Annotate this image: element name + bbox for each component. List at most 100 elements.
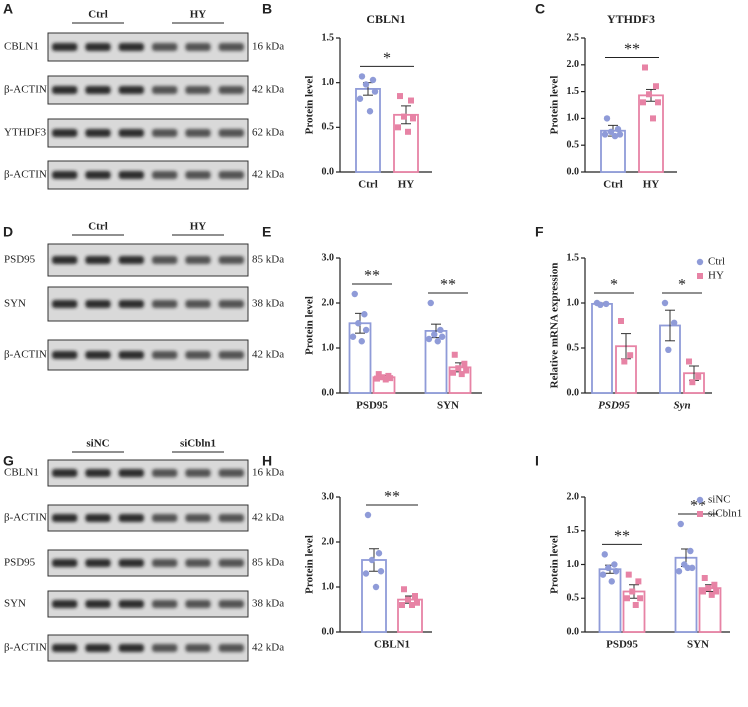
y-tick-label: 0.5 bbox=[567, 139, 580, 150]
row-size: 42 kDa bbox=[252, 349, 284, 361]
data-point bbox=[603, 115, 611, 122]
data-point bbox=[401, 113, 407, 120]
y-tick-label: 0.5 bbox=[567, 342, 580, 353]
blot-band bbox=[152, 256, 178, 264]
data-point bbox=[358, 73, 366, 80]
y-tick-label: 0.5 bbox=[322, 122, 335, 133]
significance-label: * bbox=[678, 277, 686, 294]
y-tick-label: 1.5 bbox=[567, 86, 580, 97]
blot-box bbox=[47, 118, 249, 148]
y-axis-label: Protein level bbox=[549, 535, 561, 594]
x-tick-label: PSD95 bbox=[356, 400, 388, 412]
blot-band bbox=[185, 300, 211, 308]
data-point bbox=[616, 131, 624, 138]
data-point bbox=[361, 311, 368, 318]
blot-band bbox=[52, 559, 78, 567]
data-point bbox=[640, 99, 646, 106]
panel-letter: D bbox=[3, 224, 13, 240]
y-tick-label: 1.0 bbox=[567, 113, 580, 124]
blot-band bbox=[85, 351, 111, 359]
blot-band bbox=[118, 171, 144, 179]
y-tick-label: 1.0 bbox=[322, 581, 335, 592]
blot-band bbox=[185, 171, 211, 179]
blot-band bbox=[218, 171, 244, 179]
data-point bbox=[382, 376, 389, 383]
y-tick-label: 0.0 bbox=[322, 166, 335, 177]
error-bar bbox=[665, 309, 675, 342]
row-label: CBLN1 bbox=[4, 41, 39, 53]
blot-band bbox=[218, 86, 244, 94]
y-tick-label: 0.0 bbox=[567, 166, 580, 177]
x-tick-label: HY bbox=[398, 179, 415, 191]
y-tick-label: 1.0 bbox=[322, 77, 335, 88]
blot-band bbox=[85, 469, 111, 477]
blot-band bbox=[152, 129, 178, 137]
y-axis-label: Protein level bbox=[549, 76, 561, 135]
data-point bbox=[362, 570, 370, 577]
chart-title: CBLN1 bbox=[366, 12, 405, 26]
data-point bbox=[661, 299, 669, 307]
row-label: SYN bbox=[4, 298, 26, 310]
blot-band bbox=[118, 469, 144, 477]
data-point bbox=[655, 99, 661, 106]
data-point bbox=[414, 599, 420, 606]
blot-band bbox=[185, 469, 211, 477]
blot-box bbox=[47, 243, 249, 277]
data-point bbox=[455, 365, 462, 372]
legend-marker bbox=[697, 273, 703, 279]
group-label: HY bbox=[190, 221, 207, 233]
y-axis-label: Protein level bbox=[304, 296, 316, 355]
blot-band bbox=[85, 559, 111, 567]
blot-band bbox=[152, 644, 178, 652]
x-tick-label: PSD95 bbox=[598, 400, 630, 412]
bar bbox=[598, 568, 622, 633]
blot-box bbox=[47, 504, 249, 532]
data-point bbox=[607, 128, 615, 135]
legend-label: Ctrl bbox=[708, 256, 725, 268]
blot-band bbox=[52, 171, 78, 179]
data-point bbox=[437, 326, 444, 334]
data-point bbox=[637, 595, 644, 602]
data-point bbox=[351, 290, 358, 298]
blot-band bbox=[52, 514, 78, 522]
y-axis-label: Protein level bbox=[304, 535, 316, 594]
blot-band bbox=[85, 300, 111, 308]
data-point bbox=[687, 547, 694, 555]
panel-letter: E bbox=[262, 224, 271, 240]
data-point bbox=[677, 520, 684, 528]
y-tick-label: 2.0 bbox=[322, 536, 335, 547]
data-point bbox=[625, 571, 632, 578]
data-point bbox=[425, 335, 433, 343]
legend-label: siCbln1 bbox=[708, 508, 742, 520]
panel-letter: I bbox=[535, 453, 539, 469]
blot-band bbox=[118, 86, 144, 94]
group-label: siNC bbox=[86, 438, 109, 450]
row-size: 38 kDa bbox=[252, 598, 284, 610]
data-point bbox=[438, 333, 446, 340]
blot-band bbox=[185, 256, 211, 264]
blot-band bbox=[218, 514, 244, 522]
blot-band bbox=[85, 129, 111, 137]
blot-box bbox=[47, 459, 249, 487]
panel-letter: C bbox=[535, 1, 545, 17]
data-point bbox=[614, 125, 622, 133]
significance-label: ** bbox=[440, 277, 456, 294]
data-point bbox=[627, 352, 634, 359]
panel-letter: B bbox=[262, 1, 272, 17]
row-label: β-ACTIN bbox=[4, 349, 47, 361]
legend-marker bbox=[697, 511, 703, 517]
data-point bbox=[450, 369, 456, 376]
legend-label: siNC bbox=[708, 494, 731, 506]
data-point bbox=[427, 299, 434, 307]
panel-letter: A bbox=[3, 1, 13, 17]
data-point bbox=[377, 568, 385, 575]
data-point bbox=[695, 373, 702, 380]
panel-letter: G bbox=[3, 453, 14, 469]
blot-box bbox=[47, 339, 249, 371]
data-point bbox=[379, 374, 386, 381]
data-point bbox=[405, 128, 411, 135]
row-size: 42 kDa bbox=[252, 169, 284, 181]
blot-box bbox=[47, 634, 249, 662]
data-point bbox=[399, 602, 405, 608]
